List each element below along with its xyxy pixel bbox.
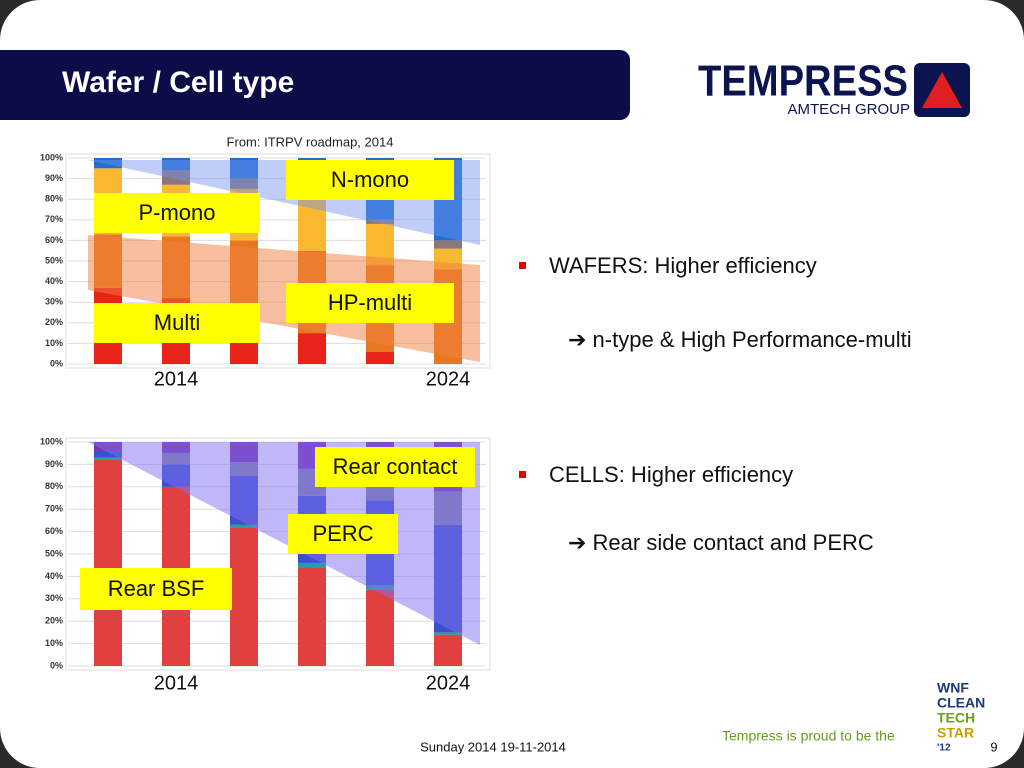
legend-label: Multi <box>154 310 200 335</box>
badge: TECH <box>937 710 975 726</box>
x-tick-label: 2024 <box>426 672 471 694</box>
logo-icon-mark <box>922 72 962 108</box>
bar-segment <box>298 199 326 251</box>
bar-segment <box>230 524 258 528</box>
bullet-text: WAFERS: Higher efficiency <box>549 253 817 278</box>
bar-segment <box>94 457 122 460</box>
y-tick-label: 50% <box>45 548 63 558</box>
y-tick-label: 70% <box>45 504 63 514</box>
footer-date: Sunday 2014 19-11-2014 <box>420 739 566 754</box>
x-tick-label: 2024 <box>426 368 471 390</box>
y-tick-label: 10% <box>45 638 63 648</box>
y-tick-label: 40% <box>45 276 63 286</box>
y-tick-label: 100% <box>40 152 63 162</box>
legend-label: HP-multi <box>328 290 412 315</box>
bar-segment <box>230 527 258 666</box>
x-tick-label: 2014 <box>154 368 199 390</box>
bullet-text: CELLS: Higher efficiency <box>549 462 793 487</box>
slide-title: Wafer / Cell type <box>62 66 294 99</box>
badge: '12 <box>937 743 951 754</box>
legend-label: Rear contact <box>333 454 458 479</box>
y-tick-label: 0% <box>50 358 63 368</box>
source: From: ITRPV roadmap, 2014 <box>227 134 394 149</box>
bullet-sub: ➔ n-type & High Performance-multi <box>568 327 912 352</box>
legend-box <box>94 193 260 233</box>
logo-sub: AMTECH GROUP <box>787 101 910 118</box>
y-tick-label: 90% <box>45 459 63 469</box>
legend-box <box>288 514 398 554</box>
legend-label: Rear BSF <box>108 576 205 601</box>
bar-segment <box>162 170 190 185</box>
bar-segment <box>434 634 462 666</box>
y-tick-label: 20% <box>45 317 63 327</box>
bar-segment <box>230 178 258 189</box>
legend-box <box>315 447 475 487</box>
y-tick-label: 60% <box>45 526 63 536</box>
bar-segment <box>230 158 258 179</box>
y-tick-label: 70% <box>45 214 63 224</box>
bar-segment <box>434 240 462 249</box>
y-tick-label: 50% <box>45 255 63 265</box>
y-tick-label: 20% <box>45 616 63 626</box>
bar-segment <box>298 562 326 568</box>
y-tick-label: 80% <box>45 481 63 491</box>
bullet-sub: ➔ Rear side contact and PERC <box>568 530 874 555</box>
bar-segment <box>366 219 394 224</box>
legend-label: N-mono <box>331 167 409 192</box>
y-tick-label: 80% <box>45 194 63 204</box>
bullet <box>519 471 526 478</box>
overlay <box>88 442 480 645</box>
bullet <box>519 262 526 269</box>
legend-label: P-mono <box>138 200 215 225</box>
y-tick-label: 30% <box>45 297 63 307</box>
y-tick-label: 10% <box>45 338 63 348</box>
overlay <box>88 235 480 362</box>
bar-segment <box>94 459 122 666</box>
y-tick-label: 30% <box>45 593 63 603</box>
bar-segment <box>162 158 190 171</box>
footer-proud: Tempress is proud to be the <box>722 728 895 744</box>
bar-segment <box>366 589 394 666</box>
badge: WNF <box>937 680 969 696</box>
bar-segment <box>298 567 326 666</box>
bar-segment <box>94 450 122 458</box>
bar-segment <box>434 632 462 635</box>
y-tick-label: 90% <box>45 173 63 183</box>
legend-box <box>80 568 232 610</box>
legend-label: PERC <box>312 521 373 546</box>
y-tick-label: 40% <box>45 571 63 581</box>
legend-box <box>286 283 454 323</box>
bar-segment <box>298 333 326 364</box>
legend-box <box>94 303 260 343</box>
title-bar <box>0 50 630 120</box>
x-tick-label: 2014 <box>154 672 199 694</box>
badge: STAR <box>937 725 974 741</box>
bar-segment <box>366 351 394 364</box>
y-tick-label: 0% <box>50 660 63 670</box>
bar-segment <box>94 158 122 169</box>
y-tick-label: 100% <box>40 436 63 446</box>
y-tick-label: 60% <box>45 235 63 245</box>
legend-box <box>286 160 454 200</box>
badge: CLEAN <box>937 695 985 711</box>
logo: TEMPRESS <box>698 57 908 106</box>
page-number: 9 <box>990 739 997 754</box>
